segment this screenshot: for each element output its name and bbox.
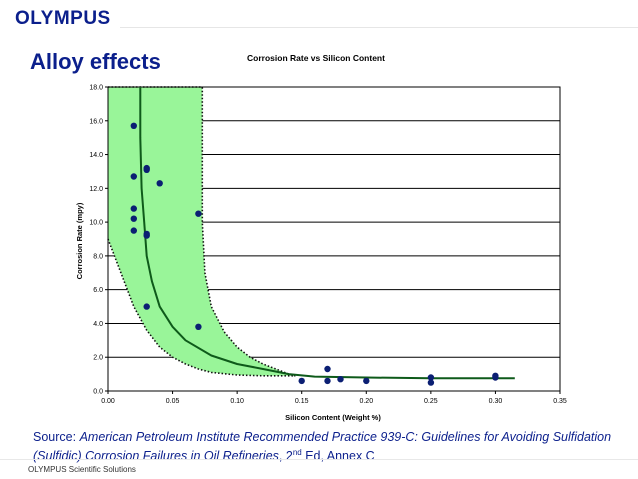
source-edition-rest: Ed, Annex C (301, 449, 375, 464)
chart-title: Corrosion Rate vs Silicon Content (247, 53, 385, 63)
y-tick-label-0: 0.0 (93, 389, 103, 396)
axes (105, 86, 561, 394)
x-axis-label: Silicon Content (Weight %) (285, 413, 381, 422)
x-tick-label-0: 0.00 (101, 398, 115, 405)
y-axis-label: Corrosion Rate (mpy) (75, 202, 84, 279)
data-point-2 (130, 205, 137, 212)
data-point-8 (143, 232, 150, 239)
y-tick-label-9: 18.0 (89, 85, 103, 92)
data-point-19 (427, 379, 435, 386)
data-point-3 (130, 215, 137, 222)
trend-curve-line (139, 87, 515, 380)
band-upper-border (108, 86, 296, 377)
data-point-14 (324, 365, 331, 373)
confidence-band (107, 86, 296, 377)
band-fill (108, 87, 296, 376)
x-tick-label-1: 0.05 (166, 398, 180, 405)
y-tick-label-7: 14.0 (89, 152, 103, 159)
x-tick-label-7: 0.35 (553, 398, 567, 405)
y-tick-label-8: 16.0 (89, 118, 103, 125)
x-tick-label-5: 0.25 (424, 398, 438, 405)
data-point-11 (195, 210, 202, 217)
data-point-6 (143, 166, 150, 173)
source-citation: Source: American Petroleum Institute Rec… (33, 430, 623, 464)
header-divider (120, 27, 638, 28)
trend-curve (139, 87, 515, 380)
x-tick-label-6: 0.30 (489, 398, 503, 405)
y-tick-label-4: 8.0 (93, 253, 103, 260)
y-tick-label-1: 2.0 (93, 355, 103, 362)
data-points (130, 122, 499, 386)
data-point-9 (143, 303, 150, 310)
olympus-logo: OLYMPUS (15, 8, 111, 29)
footer-divider (0, 459, 638, 460)
data-point-17 (363, 377, 370, 385)
source-edition-num: , 2 (278, 449, 293, 464)
plot-frame (107, 86, 561, 392)
x-tick-label-3: 0.15 (295, 398, 309, 405)
y-tick-label-2: 4.0 (93, 321, 103, 328)
source-prefix: Source: (33, 430, 80, 444)
y-tick-label-6: 12.0 (89, 186, 103, 193)
data-point-10 (156, 180, 163, 187)
x-tick-label-2: 0.10 (230, 398, 244, 405)
data-point-4 (130, 227, 137, 234)
y-tick-label-5: 10.0 (89, 220, 103, 227)
y-tick-label-3: 6.0 (93, 287, 103, 294)
x-tick-label-4: 0.20 (359, 398, 373, 405)
data-point-13 (298, 377, 305, 385)
slide-title: Alloy effects (30, 49, 161, 74)
data-point-18 (427, 374, 435, 381)
data-point-21 (492, 374, 499, 381)
data-point-16 (337, 376, 344, 383)
data-point-12 (195, 323, 202, 330)
data-point-0 (130, 122, 137, 129)
tick-labels: 0.0 2.0 4.0 6.0 8.0 10.0 12.0 14.0 16.0 18.0 0.00 0… (89, 85, 567, 406)
data-point-1 (130, 173, 137, 180)
band-lower-border (107, 238, 296, 377)
corrosion-chart: Corrosion Rate vs Silicon Content 0.0 2.0… (75, 53, 567, 422)
footer-text: OLYMPUS Scientific Solutions (28, 465, 136, 474)
data-point-15 (324, 377, 331, 385)
source-edition-sup: nd (292, 448, 302, 457)
